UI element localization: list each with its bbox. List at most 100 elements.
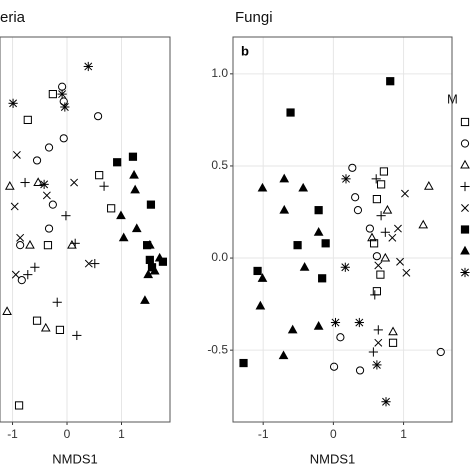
x-tick-label: 1 [400,427,407,441]
point-shape [131,223,142,233]
point-shape [55,325,65,334]
point [32,156,42,165]
point-shape [460,225,470,234]
point [298,182,309,192]
point [401,189,409,198]
point-stroke [402,268,411,277]
point-stroke [11,270,20,279]
point-stroke [84,62,93,71]
point-shape [33,177,43,187]
point [144,239,155,249]
point-shape [460,159,470,169]
point [368,347,378,357]
point [374,338,383,347]
point [23,115,32,124]
point-shape [388,338,398,347]
point [354,317,364,328]
y-tick-label: 0.0 [211,250,228,264]
point [278,350,289,360]
point-shape [376,270,385,279]
legend-symbol [460,117,470,127]
point [321,239,330,248]
point-shape [436,347,445,357]
point-shape [287,324,298,334]
point [340,262,350,272]
point-stroke [355,318,364,327]
point-shape [130,184,140,194]
point [30,262,40,272]
point [72,330,82,341]
point [44,143,54,152]
point-shape [17,276,26,285]
point-shape [293,241,302,250]
point-shape [355,366,365,375]
point-shape [388,326,398,336]
point [423,180,434,190]
point [313,227,324,236]
point [16,241,25,250]
point [158,257,168,266]
point [33,177,43,187]
point-stroke [342,174,350,183]
point-shape [336,333,345,342]
point-stroke [393,224,402,233]
point-shape [32,316,42,325]
point [149,265,160,275]
point-shape [144,239,155,249]
point-shape [128,152,138,161]
point [146,200,156,209]
x-axis-title: NMDS1 [310,451,356,466]
point [279,204,290,214]
point [154,252,165,262]
panel-title: Fungi [235,9,273,26]
point-shape [365,224,374,233]
point [95,171,104,180]
point-shape [372,195,381,204]
y-tick-label: 1.0 [211,66,228,80]
point [39,179,49,189]
point [313,320,324,330]
point [84,259,93,268]
point [61,211,71,221]
point-shape [23,115,32,124]
point-stroke [10,202,19,211]
point-shape [129,169,139,179]
point-shape [321,239,330,248]
point [44,224,54,233]
point [314,206,323,215]
point [351,193,360,202]
point-shape [48,90,57,99]
point-stroke [12,150,21,159]
legend-symbol [460,159,470,169]
panel-border [0,36,171,423]
point-shape [382,204,393,214]
point [67,239,77,249]
point [118,232,129,242]
legend-symbol [461,204,469,212]
point [381,397,391,407]
point [99,181,109,191]
point-shape [67,239,77,249]
point [55,325,65,334]
point [373,325,383,335]
point [14,401,24,410]
point-shape [372,252,381,261]
point [376,211,386,221]
point-shape [16,241,25,250]
legend-title: M [447,91,458,106]
point-stroke [60,103,69,111]
point-shape [460,117,470,127]
point [8,98,18,108]
point [129,169,139,179]
point-shape [48,200,57,209]
point [17,276,26,285]
legend-symbol [460,225,470,234]
point-shape [118,232,129,242]
point [287,324,298,334]
x-tick-label: 0 [330,427,337,441]
point-shape [59,97,68,106]
point-stroke [374,261,383,270]
point-stroke [388,233,397,242]
